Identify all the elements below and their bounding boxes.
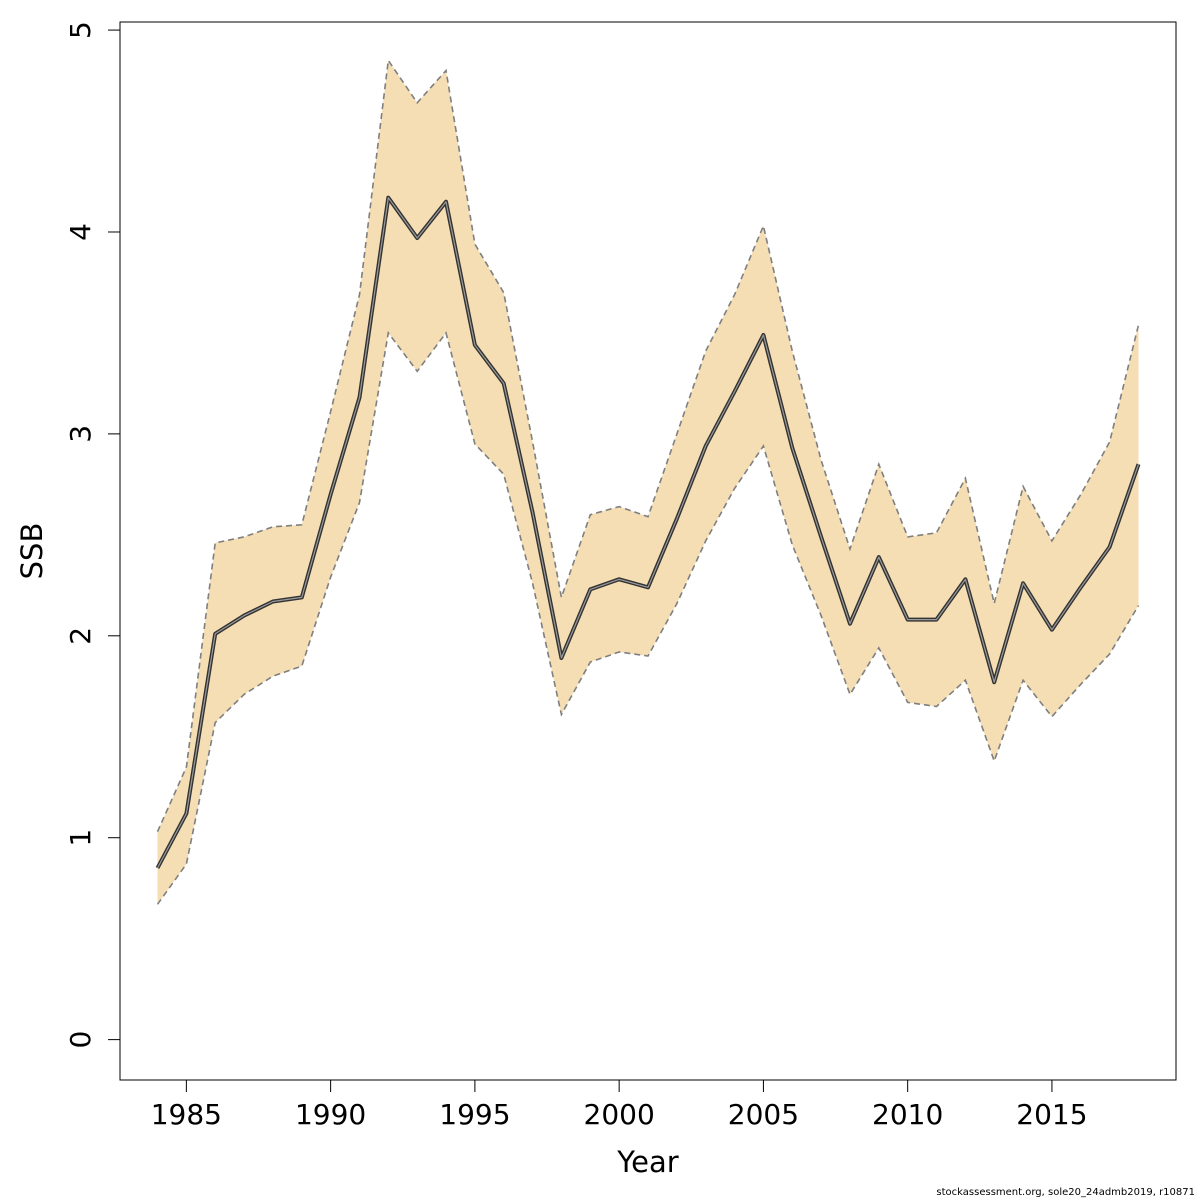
x-tick-label-1985: 1985 — [151, 1098, 222, 1131]
y-tick-label-5: 5 — [64, 21, 97, 39]
lower-bound-line — [156, 330, 1140, 905]
upper-bound-line — [156, 58, 1140, 833]
y-axis: 0 1 2 3 4 5 — [64, 21, 120, 1049]
confidence-band-area — [157, 60, 1139, 905]
ssb-estimate-line-highlight — [156, 197, 1140, 869]
x-axis-title: Year — [616, 1145, 678, 1179]
y-tick-label-0: 0 — [64, 1031, 97, 1049]
x-tick-label-2000: 2000 — [584, 1098, 655, 1131]
footnote: stockassessment.org, sole20_24admb2019, … — [936, 1187, 1195, 1198]
x-tick-label-2010: 2010 — [872, 1098, 943, 1131]
y-tick-label-2: 2 — [64, 627, 97, 645]
y-tick-label-3: 3 — [64, 425, 97, 443]
x-tick-label-1995: 1995 — [439, 1098, 510, 1131]
x-tick-label-1990: 1990 — [295, 1098, 366, 1131]
x-tick-label-2015: 2015 — [1016, 1098, 1087, 1131]
estimate-line-layer — [155, 195, 1141, 869]
plot-frame — [119, 21, 1177, 1081]
y-tick-label-1: 1 — [64, 829, 97, 847]
x-tick-label-2005: 2005 — [728, 1098, 799, 1131]
y-tick-label-4: 4 — [64, 223, 97, 241]
x-axis: 1985 1990 1995 2000 2005 2010 2015 — [151, 1080, 1088, 1131]
y-axis-title: SSB — [15, 523, 49, 580]
confidence-band-layer — [156, 58, 1140, 905]
